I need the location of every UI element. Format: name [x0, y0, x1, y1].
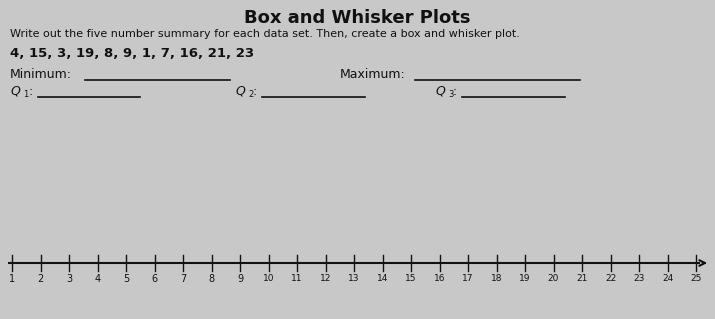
Text: 6: 6	[152, 274, 157, 284]
Text: 10: 10	[262, 274, 275, 283]
Text: 13: 13	[348, 274, 360, 283]
Text: :: :	[28, 85, 32, 98]
Text: 11: 11	[291, 274, 302, 283]
Text: Box and Whisker Plots: Box and Whisker Plots	[245, 9, 470, 27]
Text: 20: 20	[548, 274, 559, 283]
Text: 24: 24	[662, 274, 673, 283]
Text: 12: 12	[320, 274, 331, 283]
Text: 2: 2	[248, 90, 253, 99]
Text: 3: 3	[66, 274, 72, 284]
Text: 2: 2	[37, 274, 44, 284]
Text: 5: 5	[123, 274, 129, 284]
Text: 14: 14	[377, 274, 388, 283]
Text: 25: 25	[690, 274, 701, 283]
Text: Maximum:: Maximum:	[340, 68, 405, 81]
Text: Write out the five number summary for each data set. Then, create a box and whis: Write out the five number summary for ea…	[10, 29, 520, 39]
Text: :: :	[453, 85, 458, 98]
Text: 23: 23	[633, 274, 645, 283]
Text: Minimum:: Minimum:	[10, 68, 72, 81]
Text: :: :	[253, 85, 257, 98]
Text: 9: 9	[237, 274, 243, 284]
Text: 1: 1	[9, 274, 15, 284]
Text: Q: Q	[435, 85, 445, 98]
Text: 4, 15, 3, 19, 8, 9, 1, 7, 16, 21, 23: 4, 15, 3, 19, 8, 9, 1, 7, 16, 21, 23	[10, 47, 254, 60]
Text: 15: 15	[405, 274, 417, 283]
Text: 17: 17	[463, 274, 474, 283]
Text: 8: 8	[209, 274, 214, 284]
Text: Q: Q	[235, 85, 245, 98]
Text: 1: 1	[23, 90, 29, 99]
Text: 16: 16	[434, 274, 445, 283]
Text: 3: 3	[448, 90, 453, 99]
Text: Q: Q	[10, 85, 20, 98]
Text: 19: 19	[519, 274, 531, 283]
Text: 18: 18	[490, 274, 502, 283]
Text: 4: 4	[94, 274, 101, 284]
Text: 7: 7	[180, 274, 186, 284]
Text: 21: 21	[576, 274, 588, 283]
Text: 22: 22	[605, 274, 616, 283]
